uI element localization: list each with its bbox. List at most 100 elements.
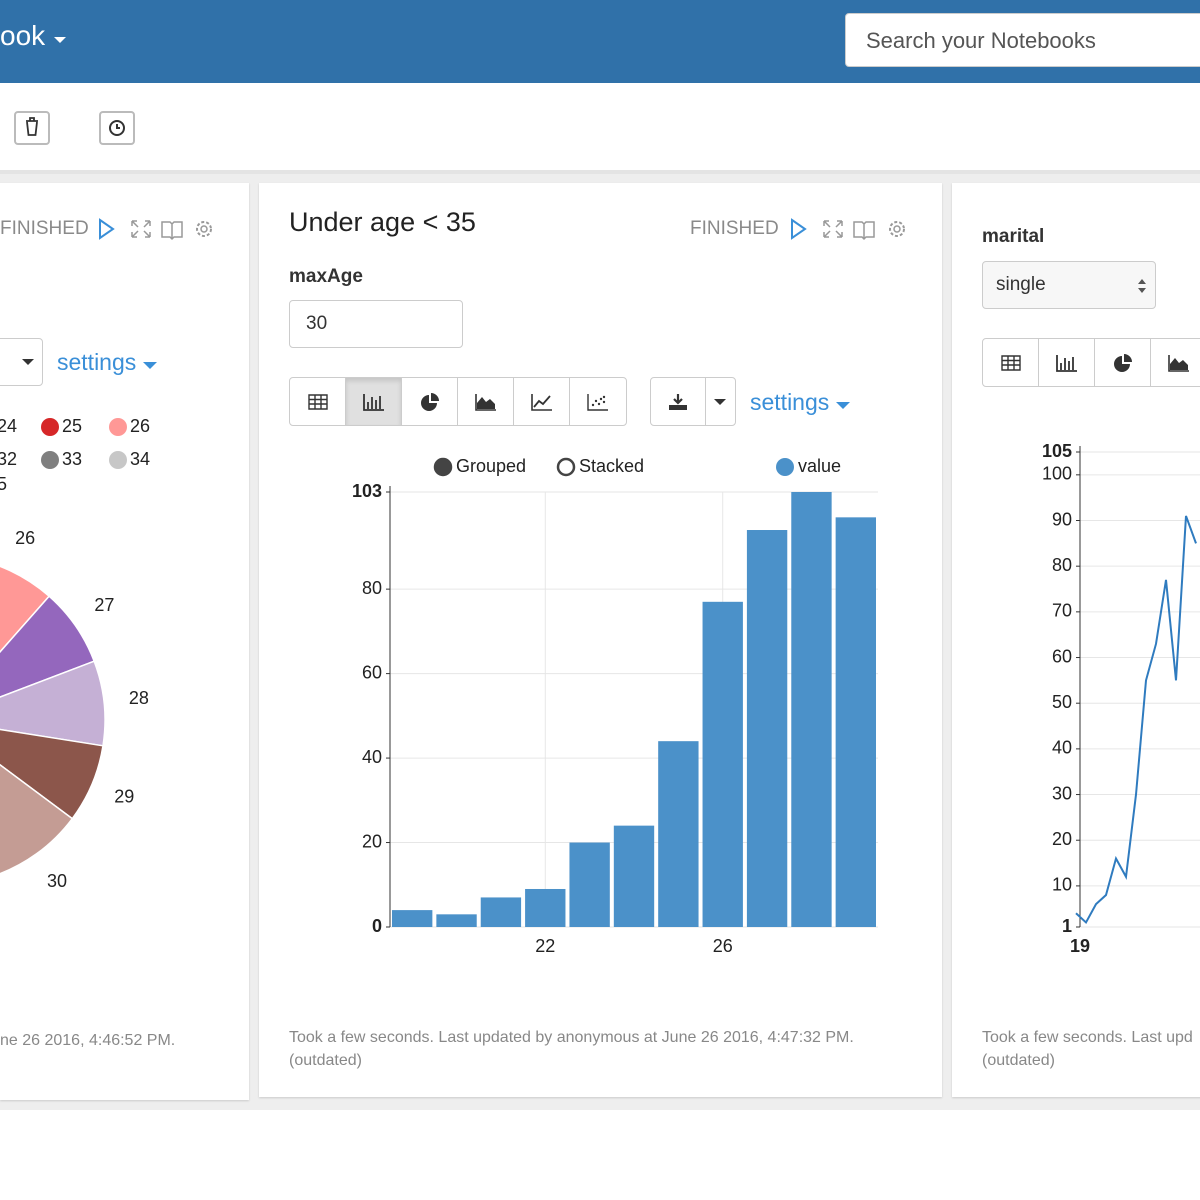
clock-icon xyxy=(109,120,125,136)
legend-label: 26 xyxy=(130,416,150,436)
slice-label: 28 xyxy=(129,688,149,708)
caret xyxy=(22,359,34,365)
search-box[interactable]: Search your Notebooks xyxy=(845,13,1200,67)
mode-radio[interactable] xyxy=(433,457,453,477)
legend-swatch xyxy=(776,458,794,476)
param-select[interactable]: single xyxy=(982,261,1156,309)
pie-button[interactable] xyxy=(1095,339,1151,386)
dropdown-toggle[interactable] xyxy=(0,339,42,385)
area-button[interactable] xyxy=(1151,339,1200,386)
bar xyxy=(613,825,655,927)
mode-radio[interactable] xyxy=(556,457,576,477)
trash-icon xyxy=(26,117,38,136)
settings-text[interactable]: settings xyxy=(57,349,137,375)
bar xyxy=(436,914,477,927)
y-tick-label: 80 xyxy=(362,578,382,598)
y-tick-label: 70 xyxy=(1052,601,1072,621)
slice-label: 30 xyxy=(47,871,67,891)
mode-label[interactable]: Stacked xyxy=(579,456,644,476)
caret xyxy=(714,398,727,405)
param-value: 30 xyxy=(306,313,328,334)
area-icon xyxy=(1167,354,1189,372)
schedule-button[interactable] xyxy=(99,111,135,145)
dropdown-toggle[interactable] xyxy=(706,378,735,425)
download-button[interactable] xyxy=(651,378,706,425)
x-tick-label: 19 xyxy=(1070,936,1090,956)
y-tick-label: 40 xyxy=(362,747,382,767)
area-icon xyxy=(474,393,496,411)
paragraph-panel xyxy=(952,183,1200,1097)
y-tick-label: 60 xyxy=(362,662,382,682)
footer-note: (outdated) xyxy=(289,1052,362,1069)
bar xyxy=(569,842,610,927)
bar-icon xyxy=(362,393,384,411)
y-tick-label: 1 xyxy=(1062,916,1072,936)
y-tick-label: 10 xyxy=(1052,875,1072,895)
status: FINISHED xyxy=(0,218,89,239)
pie-slice xyxy=(0,565,51,654)
toolbar xyxy=(0,83,1200,174)
bar xyxy=(746,530,788,927)
download-group xyxy=(650,377,736,426)
paragraph-icons xyxy=(99,218,212,241)
slice-label: 29 xyxy=(114,786,134,806)
x-tick-label: 26 xyxy=(713,936,733,956)
param-value: single xyxy=(996,274,1046,295)
download-group[interactable] xyxy=(0,338,43,386)
pie-button[interactable] xyxy=(402,378,458,425)
slice-label: 27 xyxy=(94,595,114,615)
y-tick-label: 0 xyxy=(372,916,382,936)
area-button[interactable] xyxy=(458,378,514,425)
legend-swatch xyxy=(41,451,59,469)
line-series xyxy=(1075,515,1197,925)
delete-button[interactable] xyxy=(14,111,50,145)
caret xyxy=(53,37,66,43)
download-icon xyxy=(668,393,687,410)
paragraph-icons xyxy=(791,218,905,241)
bar-button[interactable] xyxy=(1039,339,1095,386)
y-tick-label: 50 xyxy=(1052,692,1072,712)
bar-icon xyxy=(1055,354,1077,372)
legend-label: 34 xyxy=(130,449,150,469)
status: FINISHED xyxy=(690,218,779,239)
brand[interactable]: ook xyxy=(0,20,67,52)
brand-text[interactable]: ook xyxy=(0,20,46,51)
settings-toggle[interactable]: settings xyxy=(57,349,157,376)
settings-text[interactable]: settings xyxy=(750,389,830,415)
line-icon xyxy=(530,393,552,411)
y-tick-label: 90 xyxy=(1052,509,1072,529)
bar xyxy=(392,910,433,927)
x-tick-label: 22 xyxy=(535,936,555,956)
y-tick-label: 20 xyxy=(1052,829,1072,849)
paragraph-title: Under age < 35 xyxy=(289,207,476,237)
caret xyxy=(835,402,850,409)
param-label: marital xyxy=(982,226,1045,247)
table-button[interactable] xyxy=(290,378,346,425)
param-label: maxAge xyxy=(289,266,363,287)
pie-slice xyxy=(0,660,106,747)
legend-swatch xyxy=(109,418,127,436)
param-input[interactable]: 30 xyxy=(289,300,463,348)
scatter-button[interactable] xyxy=(570,378,626,425)
legend-label: value xyxy=(798,456,841,476)
footer: ne 26 2016, 4:46:52 PM. xyxy=(0,1032,176,1049)
y-tick-label: 30 xyxy=(1052,783,1072,803)
line-button[interactable] xyxy=(514,378,570,425)
footer-note: (outdated) xyxy=(982,1052,1055,1069)
bar xyxy=(835,517,876,927)
footer: Took a few seconds. Last updated by anon… xyxy=(289,1029,854,1046)
legend-label: 25 xyxy=(62,416,82,436)
mode-label[interactable]: Grouped xyxy=(456,456,526,476)
legend-swatch xyxy=(41,418,59,436)
viz-buttons xyxy=(289,377,627,426)
pie-slice xyxy=(0,763,74,875)
y-tick-label: 40 xyxy=(1052,738,1072,758)
legend-swatch xyxy=(109,451,127,469)
bar-button[interactable] xyxy=(346,378,402,425)
caret xyxy=(142,362,157,369)
table-button[interactable] xyxy=(983,339,1039,386)
settings-toggle[interactable]: settings xyxy=(750,389,850,416)
y-tick-label: 105 xyxy=(1042,441,1072,461)
